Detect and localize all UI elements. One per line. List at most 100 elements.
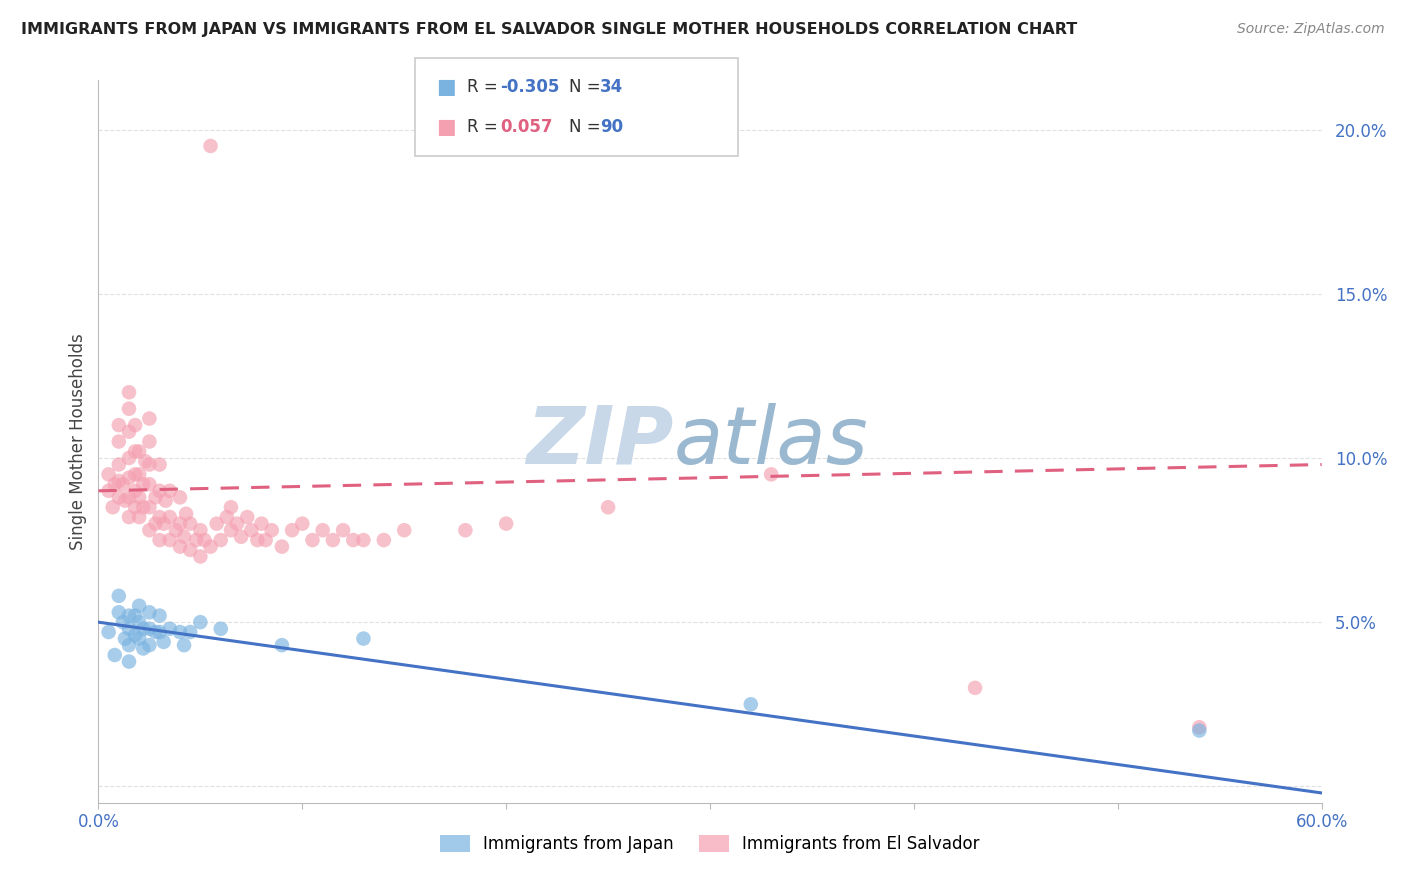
Point [124, 483, 146, 498]
Point [132, 500, 155, 515]
Point [138, 434, 160, 449]
Point [1188, 720, 1211, 734]
Point [149, 625, 172, 640]
Point [128, 599, 150, 613]
Point [209, 622, 232, 636]
Point [226, 516, 249, 531]
Point [132, 477, 155, 491]
Point [108, 434, 131, 449]
Point [495, 516, 517, 531]
Point [97, 483, 120, 498]
Point [179, 516, 201, 531]
Point [965, 681, 987, 695]
Point [152, 516, 174, 531]
Point [215, 510, 238, 524]
Point [159, 483, 181, 498]
Point [332, 523, 354, 537]
Point [598, 500, 620, 515]
Point [138, 638, 160, 652]
Point [761, 467, 783, 482]
Point [124, 444, 146, 458]
Point [169, 491, 191, 505]
Text: R =: R = [467, 118, 498, 136]
Point [219, 523, 242, 537]
Point [250, 516, 273, 531]
Point [104, 648, 127, 662]
Point [240, 523, 263, 537]
Point [128, 491, 150, 505]
Point [352, 632, 374, 646]
Point [108, 418, 131, 433]
Legend: Immigrants from Japan, Immigrants from El Salvador: Immigrants from Japan, Immigrants from E… [433, 828, 987, 860]
Point [173, 530, 195, 544]
Point [312, 523, 335, 537]
Point [301, 533, 323, 547]
Point [200, 139, 222, 153]
Point [104, 477, 127, 491]
Text: -0.305: -0.305 [501, 78, 560, 96]
Text: N =: N = [569, 78, 600, 96]
Point [124, 418, 146, 433]
Point [149, 483, 172, 498]
Point [169, 516, 191, 531]
Text: ZIP: ZIP [526, 402, 673, 481]
Point [114, 632, 136, 646]
Point [270, 638, 294, 652]
Text: 34: 34 [600, 78, 624, 96]
Point [128, 467, 150, 482]
Point [291, 516, 314, 531]
Point [149, 458, 172, 472]
Point [114, 493, 136, 508]
Point [373, 533, 395, 547]
Point [108, 458, 131, 472]
Point [159, 510, 181, 524]
Point [138, 500, 160, 515]
Point [1188, 723, 1211, 738]
Text: Source: ZipAtlas.com: Source: ZipAtlas.com [1237, 22, 1385, 37]
Point [205, 516, 228, 531]
Point [740, 698, 762, 712]
Text: ■: ■ [436, 78, 456, 97]
Point [108, 474, 131, 488]
Point [145, 625, 167, 640]
Text: ■: ■ [436, 117, 456, 136]
Text: N =: N = [569, 118, 600, 136]
Point [118, 401, 141, 416]
Y-axis label: Single Mother Households: Single Mother Households [69, 334, 87, 549]
Point [118, 608, 141, 623]
Point [188, 615, 212, 630]
Point [118, 622, 141, 636]
Point [138, 477, 160, 491]
Point [454, 523, 477, 537]
Point [118, 470, 141, 484]
Point [246, 533, 269, 547]
Point [111, 477, 134, 491]
Point [145, 516, 167, 531]
Point [200, 540, 222, 554]
Point [169, 625, 191, 640]
Text: atlas: atlas [673, 402, 868, 481]
Point [128, 510, 150, 524]
Point [173, 638, 195, 652]
Point [322, 533, 344, 547]
Text: R =: R = [467, 78, 498, 96]
Point [138, 411, 160, 425]
Point [134, 454, 156, 468]
Point [152, 635, 174, 649]
Point [108, 589, 131, 603]
Point [174, 507, 197, 521]
Point [281, 523, 304, 537]
Point [149, 533, 172, 547]
Point [179, 625, 201, 640]
Point [188, 523, 212, 537]
Point [128, 632, 150, 646]
Point [118, 450, 141, 465]
Point [111, 615, 134, 630]
Point [124, 467, 146, 482]
Point [128, 444, 150, 458]
Point [138, 523, 160, 537]
Point [149, 510, 172, 524]
Point [97, 467, 120, 482]
Point [118, 385, 141, 400]
Point [392, 523, 416, 537]
